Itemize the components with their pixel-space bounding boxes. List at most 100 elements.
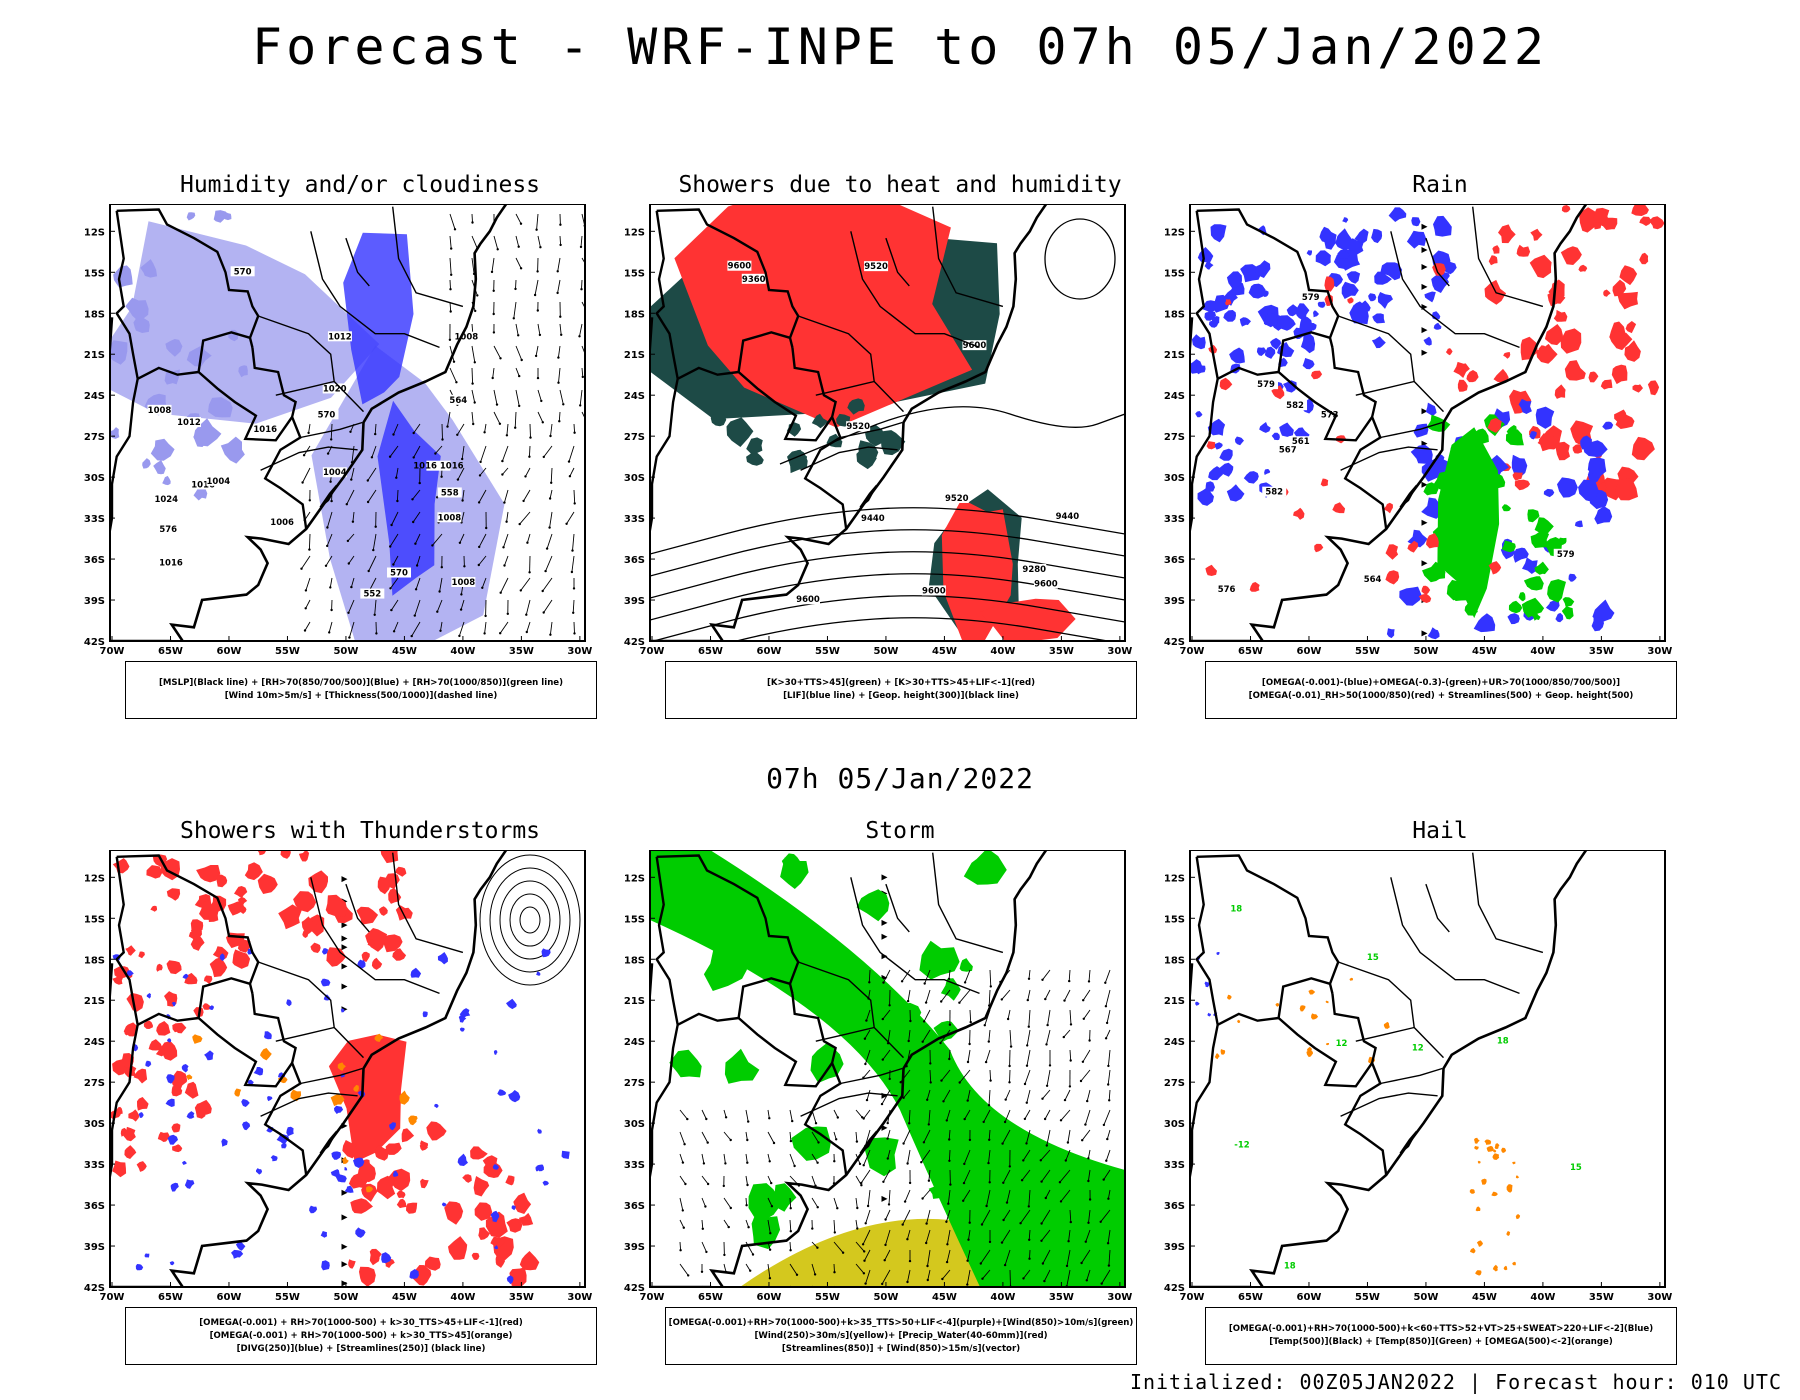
legend-line: [OMEGA(-0.001)+RH>70(1000-500)+k<60+TTS>…	[1228, 1324, 1654, 1334]
streamline-arrow	[1421, 408, 1428, 415]
wind-vector-head	[536, 309, 539, 312]
tstorm-red	[293, 891, 317, 913]
omega-green	[1531, 612, 1541, 621]
omega-blue	[1239, 317, 1251, 327]
legend-line: [LIF](blue line) + [Geop. height(300)](b…	[783, 691, 1019, 701]
omega-red	[1554, 384, 1566, 399]
wind-vector	[1002, 1129, 1011, 1144]
wind-vector-head	[455, 381, 458, 384]
wind-vector-head	[929, 1062, 932, 1065]
wind-vector-head	[769, 1232, 772, 1235]
wind-vector-head	[989, 985, 992, 988]
lon-tick-label: 35W	[1049, 646, 1074, 657]
omega-orange	[1515, 1214, 1521, 1220]
streamline-arrow	[341, 935, 348, 942]
wind-vector-head	[526, 541, 529, 544]
wind-vector	[1026, 1089, 1031, 1103]
wind-vector-head	[1059, 1119, 1063, 1122]
lat-tick-label: 18S	[1164, 309, 1185, 320]
boundary-line	[300, 1067, 363, 1085]
wind-vector	[432, 533, 443, 546]
wind-vector	[925, 989, 931, 1003]
lon-tick-label: 35W	[509, 1292, 534, 1303]
wind-vector-head	[987, 1161, 990, 1165]
boundary-line	[1331, 993, 1388, 1176]
wind-vector	[863, 1109, 871, 1119]
wind-vector-head	[308, 499, 311, 502]
wind-vector-head	[963, 1117, 966, 1121]
wind-vector	[537, 323, 541, 335]
wind-vector	[767, 1109, 770, 1119]
wind-vector-head	[768, 1160, 771, 1163]
tstorm-orange	[399, 1090, 410, 1105]
tstorm-red	[310, 942, 321, 953]
tstorm-red	[166, 888, 181, 901]
omega-blue	[1568, 573, 1577, 582]
wind-vector	[457, 467, 465, 480]
wind-vector-head	[536, 270, 539, 273]
omega-blue	[1211, 316, 1220, 325]
wind-vector-head	[1058, 1181, 1062, 1184]
wind-vector	[767, 1263, 771, 1279]
wind-vector	[1064, 1089, 1071, 1101]
wind-vector	[479, 467, 487, 476]
tstorm-red	[112, 1160, 127, 1178]
wind-vector-head	[326, 526, 329, 529]
wind-vector-head	[302, 454, 306, 457]
lat-tick-label: 24S	[1164, 1037, 1185, 1048]
omega-red	[1564, 360, 1586, 381]
wind-vector	[543, 599, 553, 613]
wind-vector	[701, 1175, 709, 1185]
tstorm-red	[232, 949, 251, 969]
wind-vector-head	[982, 1120, 985, 1124]
tstorm-red	[194, 1102, 207, 1119]
wind-vector-head	[370, 456, 374, 459]
wind-vector	[504, 555, 509, 566]
wind-vector-head	[1105, 1021, 1109, 1025]
wind-vector-head	[304, 607, 307, 610]
contour-label: 9600	[922, 586, 946, 596]
divergence-blue	[321, 948, 329, 955]
lon-tick-label: 45W	[392, 1292, 417, 1303]
wind-vector-head	[496, 248, 499, 251]
wind-vector-head	[345, 503, 348, 506]
wind-vector-head	[1045, 1144, 1048, 1147]
wind-vector	[557, 279, 561, 293]
wind-vector-head	[440, 475, 443, 478]
wind-vector	[948, 1149, 951, 1161]
divergence-blue	[286, 999, 292, 1007]
wind-vector-head	[330, 499, 333, 503]
wind-vector	[986, 1189, 991, 1207]
wind-vector-head	[921, 1040, 924, 1043]
tstorm-red	[171, 1084, 183, 1097]
wind-vector-head	[505, 434, 509, 437]
wind-vector	[959, 1069, 971, 1083]
wind-vector	[969, 1009, 972, 1023]
wind-vector	[701, 1131, 709, 1143]
wind-vector	[868, 969, 871, 983]
omega-green	[1530, 530, 1550, 548]
divergence-blue	[270, 1155, 278, 1162]
tstorm-red	[495, 1255, 505, 1268]
wind-vector	[908, 1029, 911, 1042]
lon-tick-label: 60W	[216, 646, 241, 657]
wind-vector-head	[478, 545, 481, 549]
wind-vector	[885, 1229, 891, 1246]
tstorm-red	[396, 1190, 406, 1199]
omega-blue	[1543, 488, 1555, 498]
wind-vector-head	[579, 404, 582, 407]
wind-vector-head	[541, 421, 544, 424]
wind-vector-head	[390, 523, 393, 527]
wind-vector	[416, 555, 421, 566]
wind-vector-head	[940, 1079, 943, 1082]
wind-vector-head	[1046, 1023, 1049, 1027]
wind-vector	[901, 969, 911, 982]
wind-vector	[962, 1189, 971, 1202]
wind-vector-head	[473, 361, 476, 364]
wind-vector	[948, 1129, 951, 1140]
boundary-line	[116, 208, 260, 348]
wind-vector-head	[1084, 1240, 1087, 1243]
wind-vector-head	[906, 999, 910, 1003]
panel-humidity: Humidity and/or cloudiness 1012 1008 1008 1…	[80, 172, 640, 742]
lon-tick-label: 55W	[815, 1292, 840, 1303]
